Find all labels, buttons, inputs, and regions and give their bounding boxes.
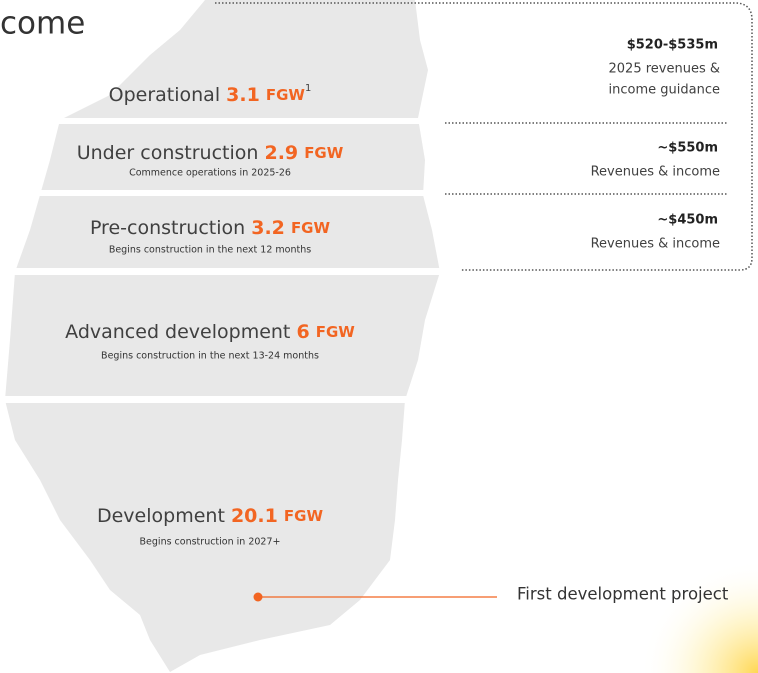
tier-label: Pre-construction 3.2 FGW [90,217,331,239]
bracket [215,2,753,271]
tier-label: Advanced development 6 FGW [65,321,355,343]
revenue-amount: ~$450m [657,213,718,228]
band-gap [0,118,450,124]
revenue-text: Revenues & income [591,165,720,180]
title: come [0,6,85,42]
revenue-amount: $520-$535m [627,38,718,53]
tier-subtitle: Begins construction in the next 13-24 mo… [101,351,319,362]
revenue-text: Revenues & income [591,237,720,252]
tier-label: Operational 3.1 FGW1 [109,83,312,106]
revenue-text: 2025 revenues & [609,62,720,77]
band-gap [0,396,450,403]
revenue-amount: ~$550m [657,141,718,156]
tier-subtitle: Begins construction in the next 12 month… [109,245,311,256]
tier-label: Under construction 2.9 FGW [77,142,344,164]
band-gap [0,190,450,196]
tier-subtitle: Begins construction in 2027+ [140,537,281,548]
tier-label: Development 20.1 FGW [97,505,323,527]
revenue-text: income guidance [609,83,720,98]
iceberg [5,0,440,672]
tier-subtitle: Commence operations in 2025-26 [129,168,291,179]
band-gap [0,268,450,275]
glow [640,560,758,673]
annotation: First development project [517,585,729,604]
